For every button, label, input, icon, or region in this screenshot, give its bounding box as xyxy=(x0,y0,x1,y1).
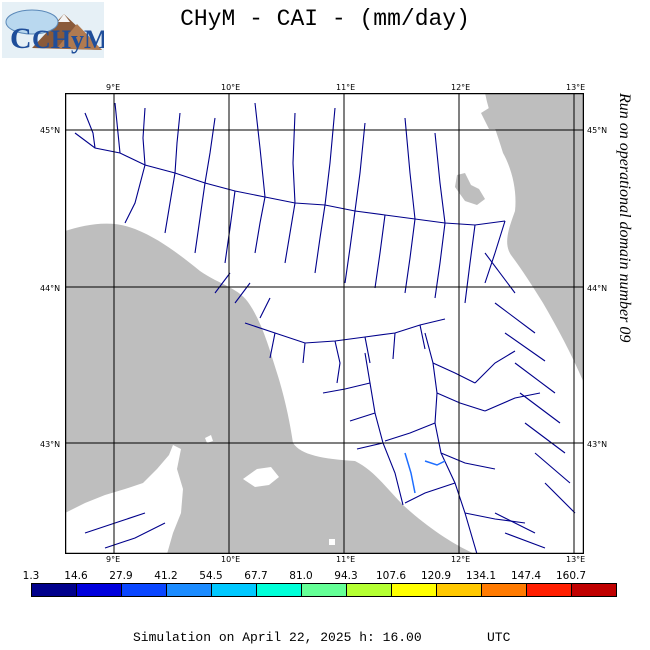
scale-swatch xyxy=(167,584,212,596)
scale-value: 41.2 xyxy=(154,570,178,582)
color-scale-bar xyxy=(31,583,617,597)
domain-note-text: Run on operational domain number 09 xyxy=(616,93,633,343)
scale-value: 27.9 xyxy=(109,570,133,582)
map-frame xyxy=(64,92,585,555)
domain-note: Run on operational domain number 09 xyxy=(607,93,641,453)
river-network-map xyxy=(64,92,585,555)
scale-value: 14.6 xyxy=(64,570,88,582)
scale-swatch xyxy=(257,584,302,596)
lon-label-top: 9°E xyxy=(106,83,121,92)
scale-values: 1.3 14.6 27.9 41.2 54.5 67.7 81.0 94.3 1… xyxy=(23,570,620,582)
adriatic-sea xyxy=(485,93,584,383)
elba-island xyxy=(243,467,279,487)
lon-label-top: 12°E xyxy=(451,83,471,92)
islet xyxy=(205,435,213,443)
scale-value: 81.0 xyxy=(289,570,313,582)
scale-swatch xyxy=(302,584,347,596)
corsica-island xyxy=(65,445,183,554)
scale-value: 107.6 xyxy=(375,570,407,582)
scale-swatch xyxy=(77,584,122,596)
lat-label-right: 44°N xyxy=(587,284,608,293)
scale-swatch xyxy=(392,584,437,596)
scale-swatch xyxy=(347,584,392,596)
scale-value: 147.4 xyxy=(510,570,542,582)
scale-swatch xyxy=(212,584,257,596)
map-title: CHyM - CAI - (mm/day) xyxy=(180,6,470,32)
lon-label-top: 13°E xyxy=(566,83,586,92)
chym-logo: C CHyM xyxy=(2,2,109,58)
lat-label-left: 44°N xyxy=(40,284,61,293)
simulation-time: Simulation on April 22, 2025 h: 16.00 xyxy=(133,630,422,645)
lon-label-bottom: 10°E xyxy=(221,555,241,564)
islet xyxy=(329,539,335,545)
lon-label-bottom: 9°E xyxy=(106,555,121,564)
lagoon xyxy=(455,173,485,205)
lat-label-right: 43°N xyxy=(587,440,608,449)
scale-swatch xyxy=(527,584,572,596)
scale-value: 160.7 xyxy=(555,570,587,582)
scale-value: 54.5 xyxy=(199,570,223,582)
lat-label-left: 45°N xyxy=(40,126,61,135)
lon-label-bottom: 13°E xyxy=(566,555,586,564)
scale-value: 120.9 xyxy=(420,570,452,582)
scale-swatch xyxy=(482,584,527,596)
scale-value: 67.7 xyxy=(244,570,268,582)
logo-text: CHyM xyxy=(32,25,104,54)
map-canvas xyxy=(64,92,585,555)
scale-swatch xyxy=(572,584,616,596)
svg-text:C: C xyxy=(10,22,32,55)
scale-swatch xyxy=(122,584,167,596)
graticule xyxy=(65,93,584,554)
lon-label-bottom: 12°E xyxy=(451,555,471,564)
scale-swatch xyxy=(437,584,482,596)
scale-value: 134.1 xyxy=(465,570,497,582)
scale-value: 94.3 xyxy=(334,570,358,582)
lon-label-top: 10°E xyxy=(221,83,241,92)
lon-label-bottom: 11°E xyxy=(336,555,356,564)
lat-label-left: 43°N xyxy=(40,440,61,449)
timezone-label: UTC xyxy=(487,630,511,645)
chym-mountain-logo-icon: C CHyM xyxy=(2,2,109,58)
lagoon xyxy=(481,103,507,129)
highlight-river xyxy=(404,452,446,494)
scale-value: 1.3 xyxy=(22,570,40,582)
scale-swatch xyxy=(32,584,77,596)
river-network xyxy=(74,102,576,555)
lon-label-top: 11°E xyxy=(336,83,356,92)
lat-label-right: 45°N xyxy=(587,126,608,135)
